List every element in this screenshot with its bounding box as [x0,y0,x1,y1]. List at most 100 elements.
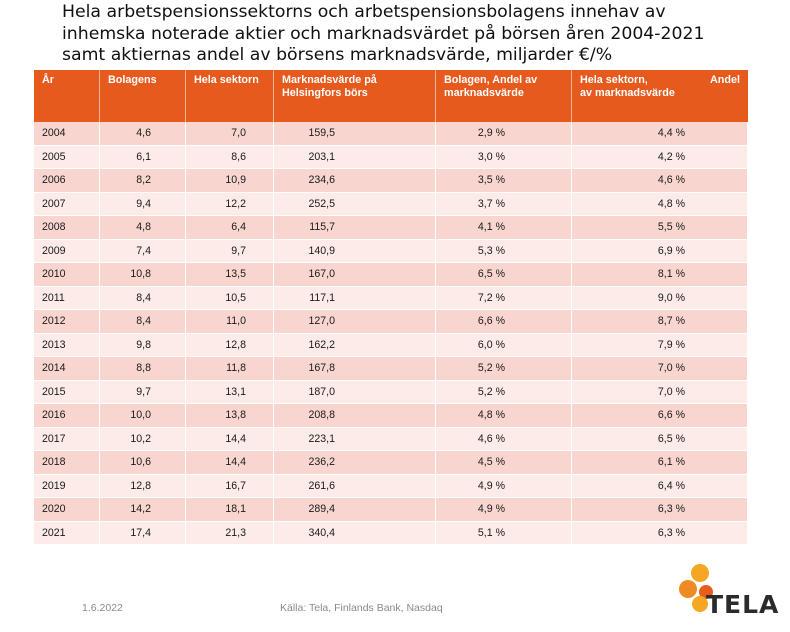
cell-marknadsvarde: 117,1 [274,286,436,310]
table-row: 2013 9,8 12,8 162,2 6,0 % 7,9 % [34,333,748,357]
cell-bolagen-andel: 4,1 % [436,216,572,240]
cell-bolagen-andel: 5,1 % [436,521,572,545]
header-year: År [34,70,100,122]
table-row: 2014 8,8 11,8 167,8 5,2 % 7,0 % [34,357,748,381]
header-hela-sektorn: Hela sektorn [186,70,274,122]
cell-bolagen-andel: 4,5 % [436,451,572,475]
footer-date: 1.6.2022 [82,602,123,614]
cell-hela-sektorn-andel: 4,4 % [572,122,748,146]
cell-marknadsvarde: 203,1 [274,145,436,169]
cell-bolagens: 10,0 [100,404,186,428]
table-row: 2017 10,2 14,4 223,1 4,6 % 6,5 % [34,427,748,451]
cell-bolagens: 9,4 [100,192,186,216]
cell-bolagen-andel: 6,5 % [436,263,572,287]
cell-hela-sektorn-andel: 7,9 % [572,333,748,357]
cell-bolagen-andel: 2,9 % [436,122,572,146]
cell-hela-sektorn: 11,8 [186,357,274,381]
table-row: 2012 8,4 11,0 127,0 6,6 % 8,7 % [34,310,748,334]
table-row: 2004 4,6 7,0 159,5 2,9 % 4,4 % [34,122,748,146]
cell-marknadsvarde: 140,9 [274,239,436,263]
table-row: 2019 12,8 16,7 261,6 4,9 % 6,4 % [34,474,748,498]
cell-bolagen-andel: 3,0 % [436,145,572,169]
cell-year: 2014 [34,357,100,381]
header-hela-sektorn-andel-line2: av marknadsvärde [580,87,675,99]
cell-marknadsvarde: 223,1 [274,427,436,451]
cell-bolagen-andel: 3,7 % [436,192,572,216]
cell-marknadsvarde: 340,4 [274,521,436,545]
cell-year: 2008 [34,216,100,240]
table-row: 2018 10,6 14,4 236,2 4,5 % 6,1 % [34,451,748,475]
cell-hela-sektorn: 13,8 [186,404,274,428]
cell-hela-sektorn-andel: 6,4 % [572,474,748,498]
cell-hela-sektorn: 21,3 [186,521,274,545]
cell-year: 2009 [34,239,100,263]
cell-marknadsvarde: 261,6 [274,474,436,498]
cell-hela-sektorn: 10,5 [186,286,274,310]
header-marknadsvarde-label: Marknadsvärde på Helsingfors börs [282,74,377,99]
cell-hela-sektorn-andel: 8,7 % [572,310,748,334]
cell-hela-sektorn: 7,0 [186,122,274,146]
cell-year: 2011 [34,286,100,310]
cell-hela-sektorn: 8,6 [186,145,274,169]
cell-bolagen-andel: 4,8 % [436,404,572,428]
table-row: 2011 8,4 10,5 117,1 7,2 % 9,0 % [34,286,748,310]
logo-dot-right [699,585,713,599]
table-row: 2008 4,8 6,4 115,7 4,1 % 5,5 % [34,216,748,240]
cell-marknadsvarde: 162,2 [274,333,436,357]
cell-marknadsvarde: 234,6 [274,169,436,193]
cell-marknadsvarde: 115,7 [274,216,436,240]
header-bolagen-andel-label: Bolagen, Andel av marknadsvärde [444,74,538,99]
cell-hela-sektorn-andel: 7,0 % [572,357,748,381]
title-line-3: samt aktiernas andel av börsens marknads… [62,45,613,65]
cell-hela-sektorn-andel: 6,3 % [572,498,748,522]
cell-bolagens: 17,4 [100,521,186,545]
cell-bolagen-andel: 3,5 % [436,169,572,193]
cell-year: 2015 [34,380,100,404]
cell-bolagens: 4,6 [100,122,186,146]
cell-year: 2012 [34,310,100,334]
cell-hela-sektorn-andel: 6,1 % [572,451,748,475]
cell-bolagens: 10,2 [100,427,186,451]
table-row: 2009 7,4 9,7 140,9 5,3 % 6,9 % [34,239,748,263]
cell-marknadsvarde: 187,0 [274,380,436,404]
cell-bolagens: 9,8 [100,333,186,357]
cell-bolagens: 12,8 [100,474,186,498]
cell-hela-sektorn-andel: 6,3 % [572,521,748,545]
cell-year: 2019 [34,474,100,498]
cell-year: 2021 [34,521,100,545]
header-hela-sektorn-andel-left: Hela sektorn, [580,74,648,86]
cell-marknadsvarde: 167,8 [274,357,436,381]
cell-bolagens: 8,2 [100,169,186,193]
cell-hela-sektorn: 14,4 [186,427,274,451]
cell-year: 2004 [34,122,100,146]
cell-year: 2005 [34,145,100,169]
cell-year: 2007 [34,192,100,216]
cell-hela-sektorn-andel: 4,2 % [572,145,748,169]
cell-bolagens: 8,8 [100,357,186,381]
header-marknadsvarde: Marknadsvärde på Helsingfors börs [274,70,436,122]
cell-marknadsvarde: 127,0 [274,310,436,334]
cell-bolagen-andel: 5,2 % [436,380,572,404]
cell-marknadsvarde: 159,5 [274,122,436,146]
header-bolagen-andel: Bolagen, Andel av marknadsvärde [436,70,572,122]
cell-bolagen-andel: 4,9 % [436,474,572,498]
cell-year: 2013 [34,333,100,357]
cell-marknadsvarde: 252,5 [274,192,436,216]
cell-bolagen-andel: 4,9 % [436,498,572,522]
header-hela-sektorn-andel: Hela sektorn, Andel av marknadsvärde [572,70,748,122]
cell-bolagen-andel: 6,0 % [436,333,572,357]
cell-hela-sektorn: 18,1 [186,498,274,522]
table-row: 2016 10,0 13,8 208,8 4,8 % 6,6 % [34,404,748,428]
table-row: 2021 17,4 21,3 340,4 5,1 % 6,3 % [34,521,748,545]
table-header-row: År Bolagens Hela sektorn Marknadsvärde p… [34,70,748,122]
cell-hela-sektorn: 14,4 [186,451,274,475]
cell-year: 2017 [34,427,100,451]
cell-hela-sektorn: 16,7 [186,474,274,498]
table-row: 2020 14,2 18,1 289,4 4,9 % 6,3 % [34,498,748,522]
cell-marknadsvarde: 289,4 [274,498,436,522]
logo-dot-top [691,564,709,582]
cell-bolagens: 10,8 [100,263,186,287]
title-line-1: Hela arbetspensionssektorns och arbetspe… [62,2,666,22]
cell-bolagens: 8,4 [100,310,186,334]
cell-year: 2006 [34,169,100,193]
